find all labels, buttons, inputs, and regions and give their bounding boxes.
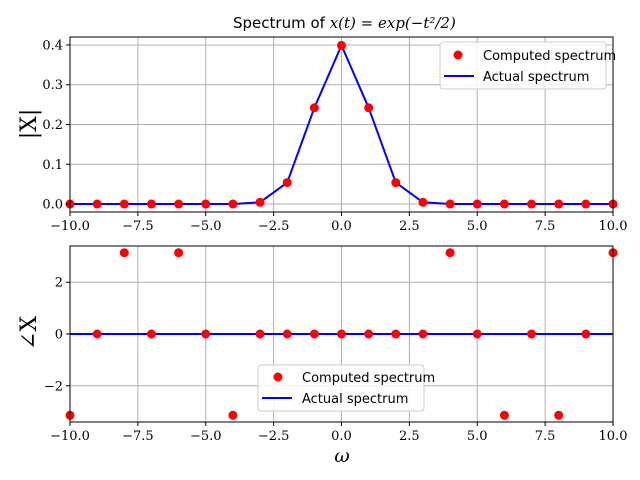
- magnitude-data-point: [309, 103, 319, 113]
- y-axis-label-magnitude: |X|: [17, 109, 42, 140]
- phase-panel: ∠X ω −10.0 −7.5 −5.0 −2.5 0.0 2.5 5.0 7.5 10.0 −2…: [17, 245, 628, 467]
- phase-data: [65, 248, 618, 420]
- x-tick-label: 10.0: [599, 429, 628, 444]
- x-tick-label: 5.0: [467, 219, 488, 234]
- magnitude-data-point: [174, 199, 184, 209]
- phase-data-point: [337, 329, 346, 339]
- x-tick-label: −5.0: [190, 429, 222, 444]
- legend-box: [257, 364, 425, 412]
- magnitude-data-point: [282, 178, 292, 188]
- magnitude-data-point: [201, 199, 211, 209]
- magnitude-data-point: [418, 197, 428, 207]
- x-tick-label: −10.0: [50, 429, 90, 444]
- x-tick-label: 2.5: [399, 429, 420, 444]
- legend-box: [439, 41, 607, 90]
- magnitude-data-point: [445, 199, 455, 209]
- x-tick-label: −7.5: [122, 219, 154, 234]
- magnitude-data-point: [499, 199, 509, 209]
- magnitude-data-point: [119, 199, 129, 209]
- phase-data-point: [527, 329, 537, 339]
- y-tick-label: 0.2: [42, 118, 63, 133]
- legend-marker-computed: [453, 50, 463, 60]
- x-tick-label: −7.5: [122, 429, 154, 444]
- magnitude-data-point: [364, 103, 374, 113]
- phase-data-point: [174, 248, 184, 258]
- phase-data-point: [228, 410, 238, 420]
- legend-label-actual: Actual spectrum: [483, 70, 589, 85]
- chart-title-math: x(t) = exp(−t²/2): [330, 14, 456, 32]
- magnitude-data-point: [527, 199, 537, 209]
- phase-ticks: −10.0 −7.5 −5.0 −2.5 0.0 2.5 5.0 7.5 10.0 −2 0 2: [44, 276, 628, 444]
- x-tick-label: −10.0: [50, 219, 90, 234]
- y-tick-label: 0: [55, 328, 63, 343]
- magnitude-data-point: [146, 199, 156, 209]
- y-tick-label: 0.0: [42, 198, 63, 213]
- chart-title: Spectrum of x(t) = exp(−t²/2): [233, 14, 456, 32]
- phase-data-point: [445, 248, 455, 258]
- phase-legend: Computed spectrum Actual spectrum: [257, 364, 435, 412]
- magnitude-ticks: −10.0 −7.5 −5.0 −2.5 0.0 2.5 5.0 7.5 10.0 0.0 0.1 0…: [42, 38, 627, 234]
- x-tick-label: 2.5: [399, 219, 420, 234]
- phase-data-point: [418, 329, 428, 339]
- x-tick-label: −2.5: [258, 429, 290, 444]
- phase-data-point: [201, 329, 211, 339]
- x-tick-label: −5.0: [190, 219, 222, 234]
- y-tick-label: 0.4: [42, 38, 63, 53]
- phase-data-point: [119, 248, 129, 258]
- magnitude-data-point: [92, 199, 102, 209]
- x-tick-label: 7.5: [535, 219, 556, 234]
- x-tick-label: 7.5: [535, 429, 556, 444]
- phase-data-point: [554, 410, 564, 420]
- magnitude-legend: Computed spectrum Actual spectrum: [439, 41, 616, 90]
- legend-label-computed: Computed spectrum: [483, 49, 616, 64]
- y-tick-label: −2: [44, 379, 63, 394]
- x-tick-label: 10.0: [599, 219, 628, 234]
- x-tick-label: 0.0: [331, 429, 352, 444]
- magnitude-data-point: [472, 199, 482, 209]
- y-axis-label-phase: ∠X: [17, 316, 42, 350]
- magnitude-data-point: [554, 199, 564, 209]
- phase-data-point: [581, 329, 591, 339]
- y-tick-label: 2: [55, 276, 63, 291]
- phase-data-point: [364, 329, 374, 339]
- phase-data-point: [146, 329, 156, 339]
- phase-data-point: [255, 329, 265, 339]
- y-tick-label: 0.1: [42, 158, 63, 173]
- magnitude-data-point: [255, 197, 265, 207]
- magnitude-panel: Spectrum of x(t) = exp(−t²/2) |X| −10.0−…: [17, 14, 627, 234]
- phase-data-point: [499, 410, 509, 420]
- magnitude-data-point: [337, 40, 346, 50]
- legend-marker-computed: [273, 372, 283, 382]
- legend-label-actual: Actual spectrum: [302, 392, 408, 407]
- phase-data-point: [472, 329, 482, 339]
- x-tick-label: 0.0: [331, 219, 352, 234]
- x-tick-label: −2.5: [258, 219, 290, 234]
- y-tick-label: 0.3: [42, 78, 63, 93]
- magnitude-data-point: [581, 199, 591, 209]
- magnitude-data-point: [228, 199, 238, 209]
- magnitude-data-point: [391, 178, 401, 188]
- x-tick-label: 5.0: [467, 429, 488, 444]
- phase-data-point: [391, 329, 401, 339]
- chart-title-prefix: Spectrum of: [233, 14, 330, 32]
- phase-data-point: [92, 329, 102, 339]
- phase-data-point: [309, 329, 319, 339]
- phase-data-point: [282, 329, 292, 339]
- x-axis-label: ω: [334, 445, 350, 467]
- legend-label-computed: Computed spectrum: [302, 371, 435, 386]
